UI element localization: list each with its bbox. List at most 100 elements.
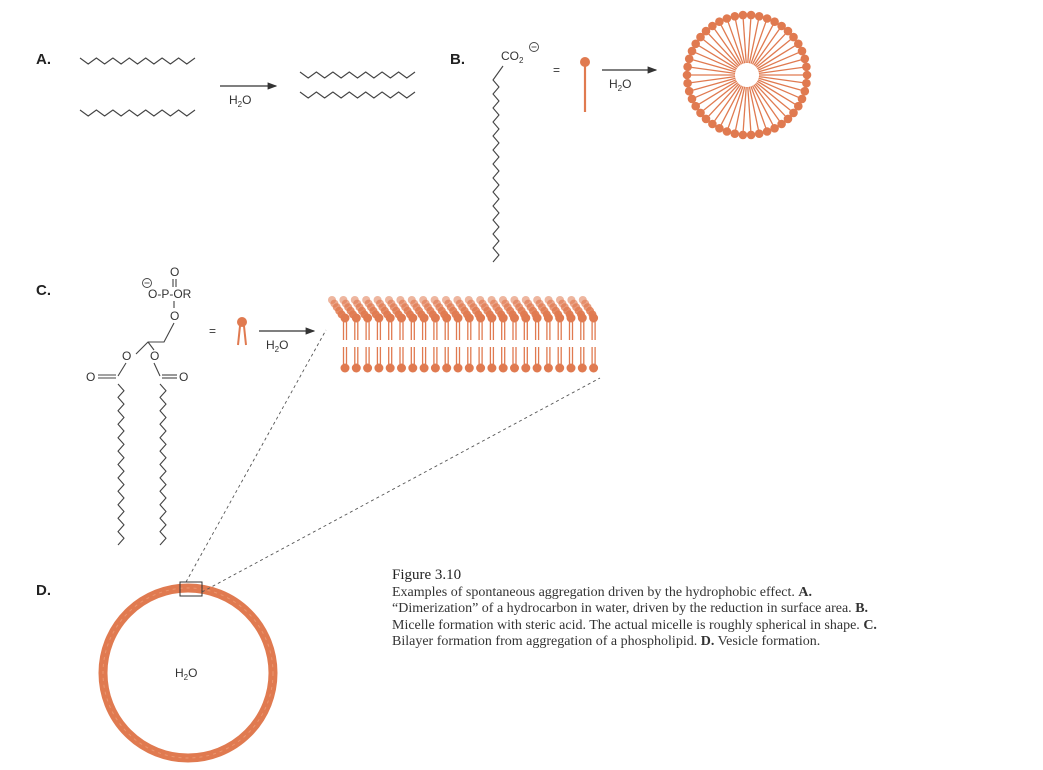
micelle-tail bbox=[714, 84, 741, 122]
bilayer-head bbox=[397, 313, 406, 323]
bilayer-head bbox=[566, 313, 576, 323]
bilayer-head bbox=[510, 313, 519, 323]
bilayer-head bbox=[363, 363, 373, 373]
micelle-head bbox=[789, 108, 798, 118]
negative-charge-icon bbox=[142, 278, 152, 288]
bilayer-head bbox=[340, 313, 350, 323]
bilayer-head bbox=[363, 313, 373, 323]
micelle-head bbox=[783, 26, 793, 36]
bilayer-head bbox=[487, 313, 497, 323]
micelle-head bbox=[684, 54, 694, 64]
micelle-head bbox=[770, 17, 779, 27]
micelle-head bbox=[754, 129, 764, 138]
micelle-head bbox=[777, 119, 786, 129]
bilayer-head bbox=[555, 363, 565, 373]
micelle-tail bbox=[758, 66, 803, 75]
bilayer-head bbox=[589, 313, 599, 323]
micelle-head bbox=[696, 108, 705, 118]
bilayer-head bbox=[464, 313, 474, 323]
dimer-chain-top bbox=[299, 71, 416, 79]
micelle-tail bbox=[751, 24, 774, 65]
panel-a-label: A. bbox=[36, 51, 51, 68]
stearate-chain bbox=[492, 65, 504, 263]
micelle-tail bbox=[692, 59, 736, 73]
vesicle-interior-label: H2O bbox=[175, 666, 197, 682]
micelle-tail bbox=[692, 77, 736, 91]
bilayer-head bbox=[442, 313, 452, 323]
bilayer-head bbox=[397, 363, 406, 373]
micelle-head bbox=[770, 124, 779, 133]
micelle-head bbox=[715, 124, 724, 133]
bilayer-head bbox=[476, 363, 486, 373]
phospholipid-structure: O O-P-OR O O O O O bbox=[86, 265, 192, 546]
micelle-tail bbox=[703, 82, 739, 111]
micelle-tail bbox=[708, 33, 740, 67]
bilayer-head bbox=[543, 363, 553, 373]
micelle-head bbox=[746, 10, 756, 20]
micelle-tail bbox=[755, 82, 791, 111]
micelle-tail bbox=[720, 24, 743, 65]
svg-text:O: O bbox=[150, 349, 159, 363]
micelle-tail bbox=[753, 28, 780, 66]
svg-text:O: O bbox=[170, 265, 179, 279]
bilayer-head bbox=[487, 363, 497, 373]
micelle-tail bbox=[747, 86, 752, 131]
micelle-tail bbox=[758, 75, 803, 84]
micelle-tail bbox=[750, 21, 767, 64]
micelle-head bbox=[802, 70, 812, 80]
micelle-head bbox=[701, 26, 711, 36]
svg-text:O: O bbox=[122, 349, 131, 363]
micelle-tail bbox=[750, 86, 767, 129]
micelle-head bbox=[762, 14, 772, 23]
micelle-diagram bbox=[682, 10, 812, 140]
micelle-head bbox=[802, 78, 811, 88]
micelle-tail bbox=[714, 28, 741, 66]
micelle-head bbox=[715, 17, 724, 27]
panel-d-label: D. bbox=[36, 582, 51, 599]
caption-a-text: “Dimerization” of a hydrocarbon in water… bbox=[392, 601, 856, 616]
bilayer-head bbox=[521, 313, 531, 323]
bilayer-head bbox=[385, 313, 395, 323]
zoom-guide-line-left bbox=[185, 329, 327, 583]
acyl-chain-right bbox=[159, 383, 167, 546]
micelle-tail bbox=[695, 52, 737, 71]
micelle-head bbox=[777, 21, 786, 31]
caption-b-text: Micelle formation with steric acid. The … bbox=[392, 617, 864, 633]
bilayer-head bbox=[521, 363, 531, 373]
figure-caption: Figure 3.10 Examples of spontaneous aggr… bbox=[392, 567, 892, 651]
micelle-tail bbox=[758, 77, 802, 91]
micelle-tail bbox=[757, 52, 799, 71]
micelle-head bbox=[684, 86, 694, 96]
micelle-tail bbox=[734, 86, 746, 130]
micelle-head bbox=[722, 14, 732, 23]
bilayer-head bbox=[340, 363, 350, 373]
micelle-head bbox=[783, 114, 793, 124]
micelle-head bbox=[701, 114, 711, 124]
micelle-head bbox=[802, 62, 811, 72]
panel-c-reagent: H2O bbox=[266, 338, 288, 354]
svg-text:O: O bbox=[179, 370, 188, 384]
zoom-box bbox=[179, 581, 203, 597]
micelle-head bbox=[730, 129, 740, 138]
micelle-head bbox=[696, 32, 705, 42]
bilayer-head bbox=[408, 313, 418, 323]
micelle-head bbox=[789, 32, 798, 42]
micelle-head bbox=[708, 119, 717, 129]
caption-d-text: Vesicle formation. bbox=[714, 634, 821, 649]
bilayer-head bbox=[351, 313, 361, 323]
micelle-tail bbox=[757, 79, 799, 98]
panel-b-reagent: H2O bbox=[609, 77, 631, 93]
micelle-tail bbox=[747, 19, 752, 64]
panel-b-label: B. bbox=[450, 51, 465, 68]
bilayer-head bbox=[532, 363, 542, 373]
bilayer-head bbox=[510, 363, 519, 373]
bilayer-head bbox=[498, 313, 508, 323]
micelle-head bbox=[794, 101, 803, 111]
bilayer-head bbox=[532, 313, 542, 323]
caption-c-label: C. bbox=[863, 617, 877, 633]
equals-sign-b: = bbox=[553, 63, 560, 77]
micelle-tail bbox=[754, 83, 786, 117]
micelle-tail bbox=[720, 85, 743, 126]
panel-c-label: C. bbox=[36, 282, 51, 299]
micelle-tail bbox=[727, 21, 744, 64]
